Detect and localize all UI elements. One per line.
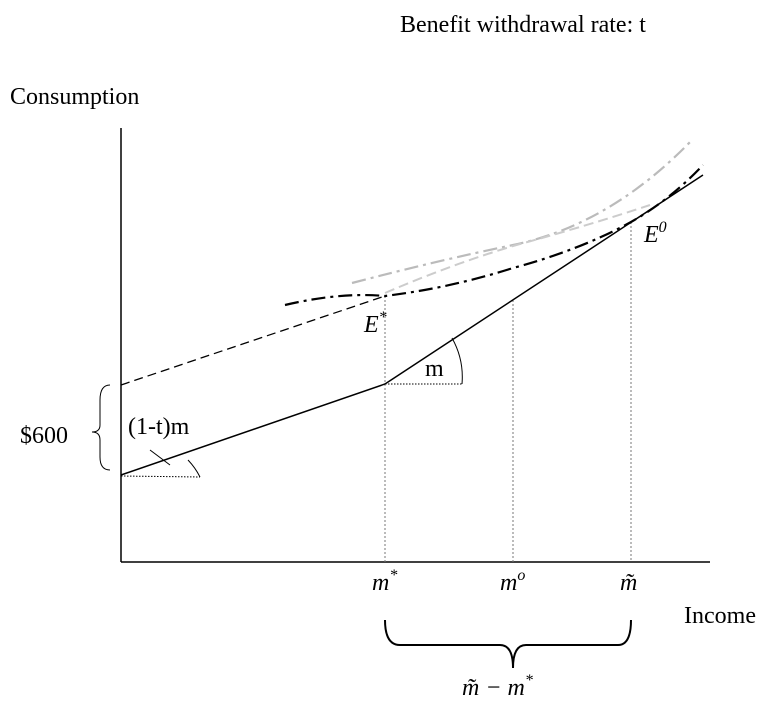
x-marker-sup: o <box>517 567 525 584</box>
x-marker-base: m <box>372 570 389 596</box>
axes <box>120 128 710 563</box>
benefit-label: $600 <box>20 423 68 449</box>
point-label-base: E <box>643 222 659 248</box>
point-label-base: E <box>363 312 379 338</box>
guides <box>120 222 632 562</box>
x-axis-label: Income <box>684 603 756 629</box>
slope-label: (1-t)m <box>128 414 190 440</box>
point-label: E0 <box>643 219 667 248</box>
x-marker: mo <box>500 567 525 596</box>
title: Benefit withdrawal rate: t <box>400 12 646 38</box>
curves <box>91 139 704 669</box>
brace-label: m̃ − m* <box>462 672 533 701</box>
x-marker: m̃ <box>620 570 637 596</box>
x-marker-base: m <box>500 570 517 596</box>
y-axis-label: Consumption <box>10 84 139 110</box>
brace-label-base: m̃ − m <box>462 675 525 701</box>
slope-label: m <box>425 356 444 382</box>
point-label-sup: 0 <box>659 219 667 236</box>
x-marker: m* <box>372 567 397 596</box>
x-marker-sup: * <box>389 567 397 584</box>
x-marker-base: m̃ <box>620 570 637 596</box>
point-label-sup: * <box>379 309 387 326</box>
point-label: E* <box>363 309 387 338</box>
brace-label-sup: * <box>525 672 533 689</box>
